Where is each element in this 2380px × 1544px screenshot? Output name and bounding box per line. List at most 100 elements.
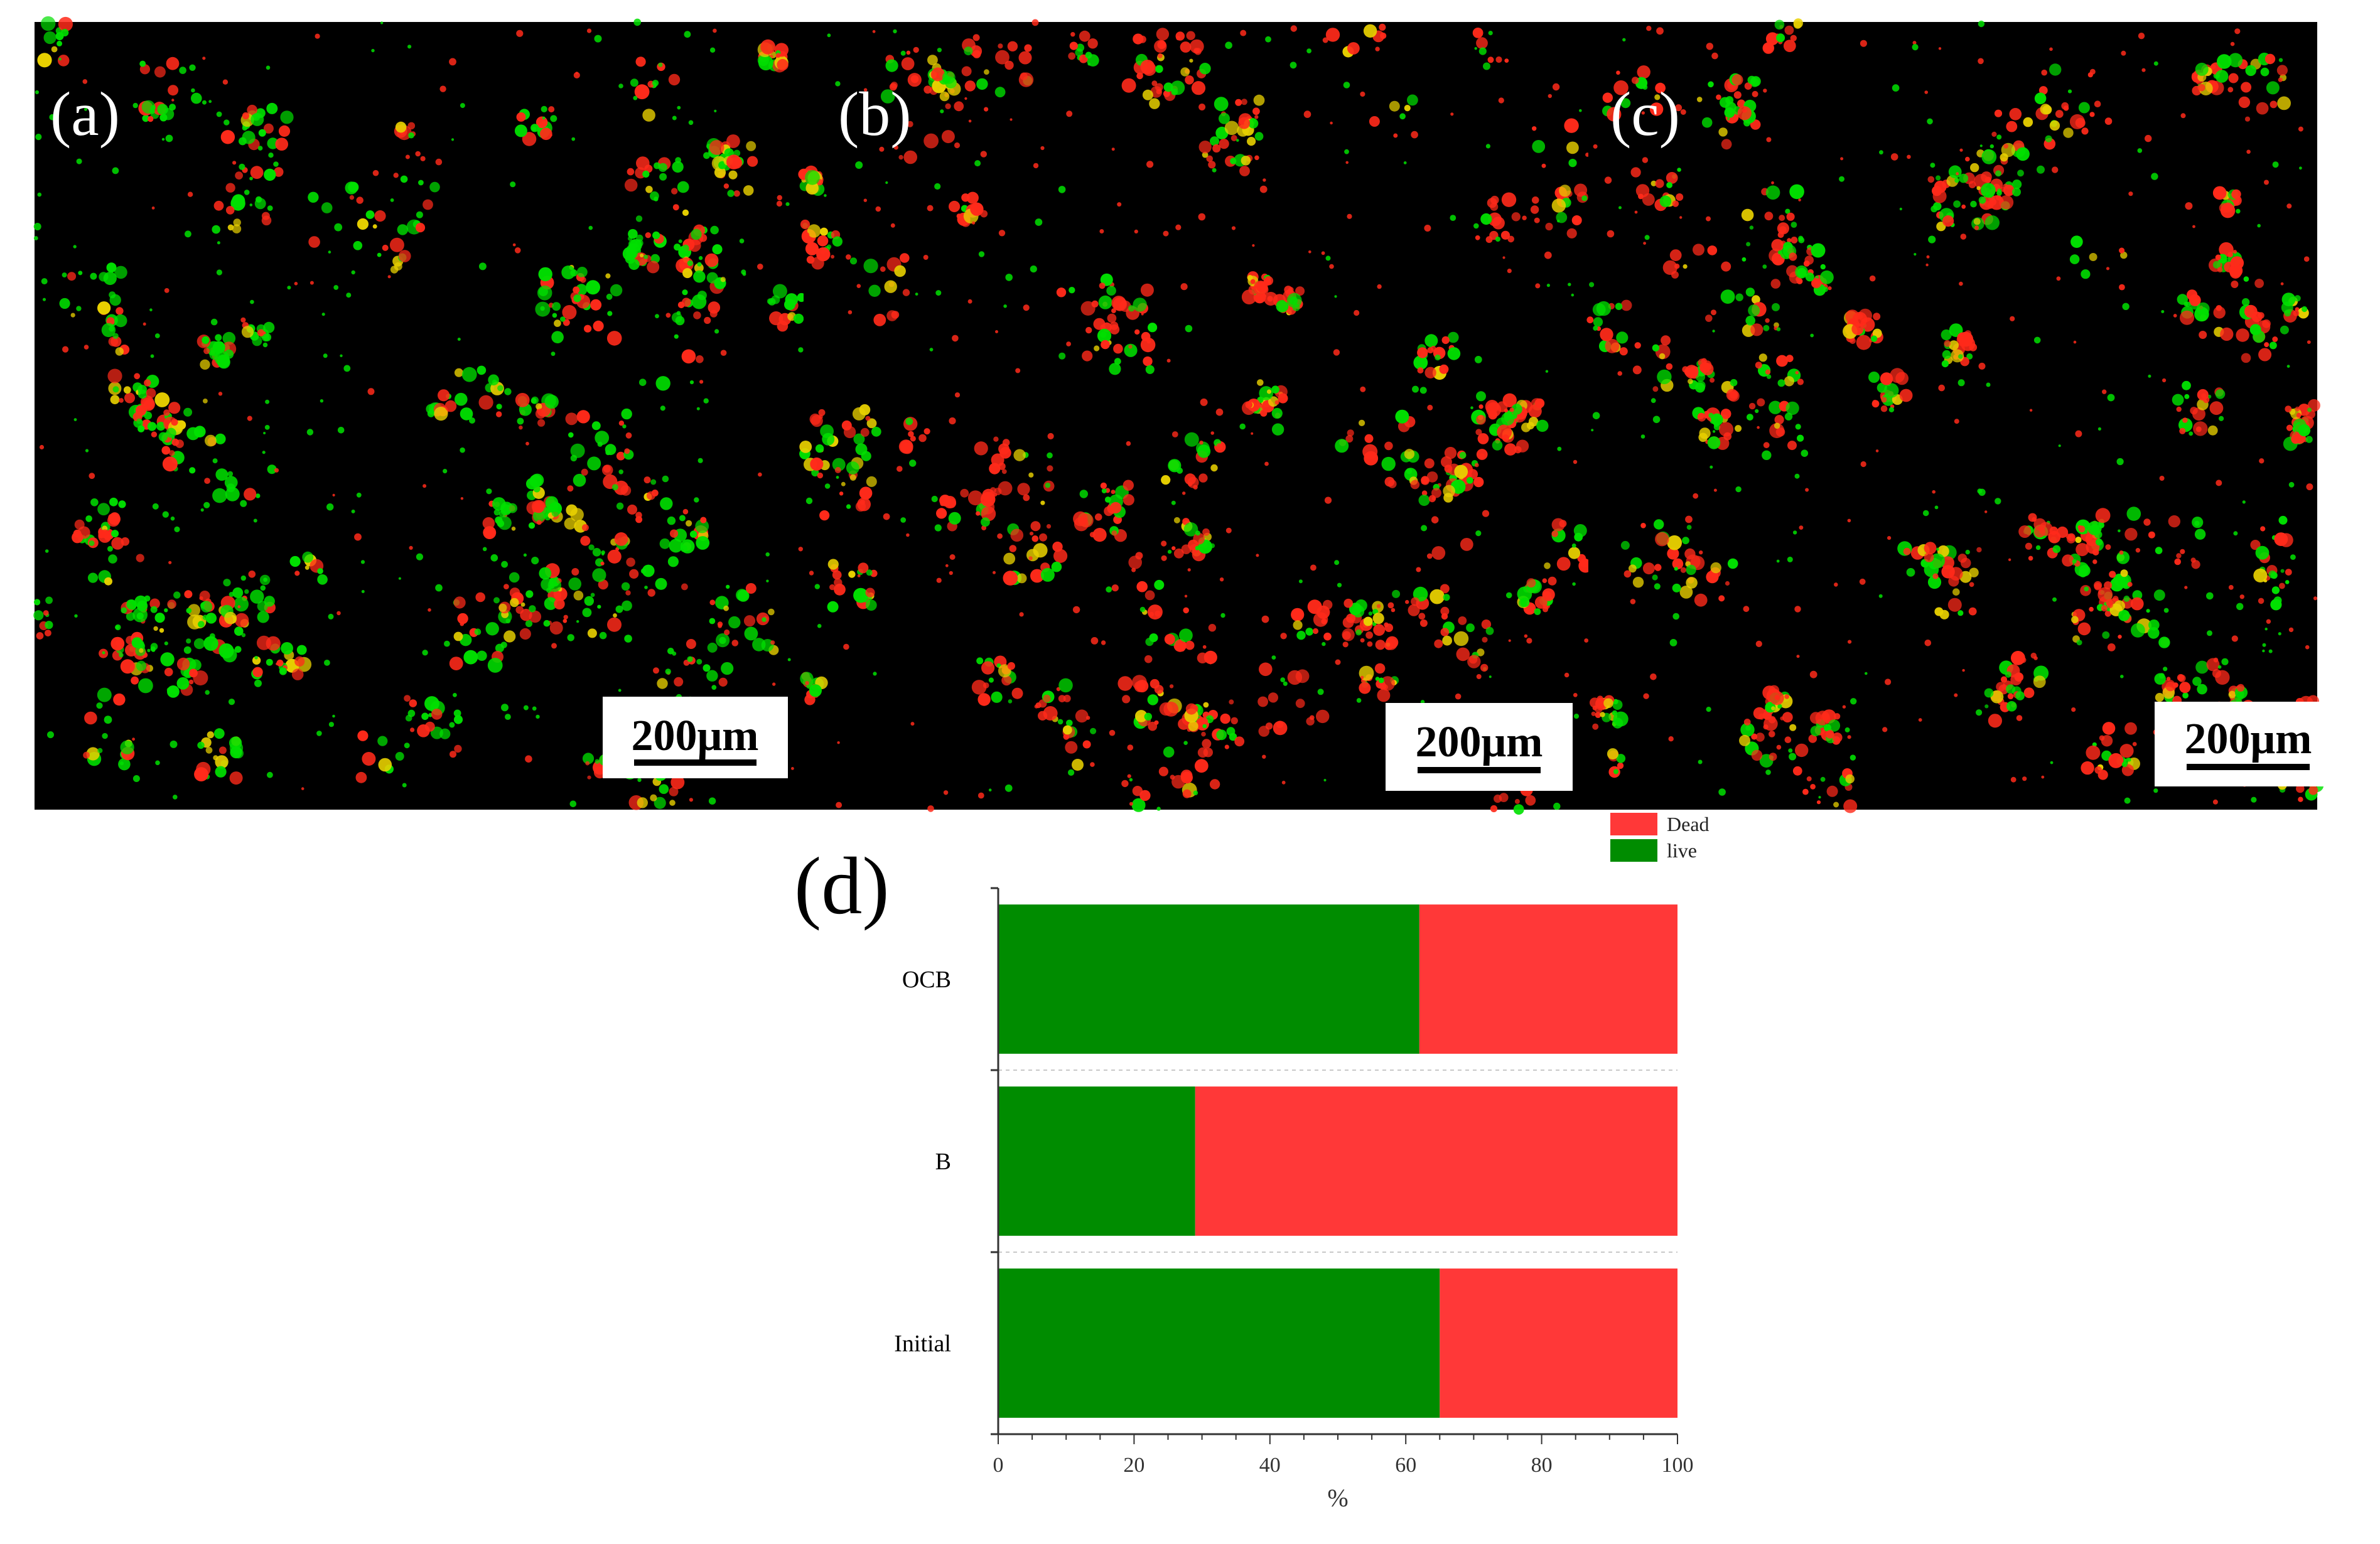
cell-spot xyxy=(1184,432,1199,447)
cell-spot xyxy=(402,783,407,788)
cell-spot xyxy=(1652,386,1659,392)
cell-spot xyxy=(2288,627,2294,633)
cell-spot xyxy=(315,33,320,39)
cell-spot xyxy=(595,759,600,764)
cell-spot xyxy=(1944,340,1951,347)
cell-spot xyxy=(2097,587,2113,603)
cell-spot xyxy=(121,537,130,546)
cell-spot xyxy=(594,35,602,43)
cell-spot xyxy=(1335,659,1341,665)
cell-spot xyxy=(321,313,325,316)
cell-spot xyxy=(1616,331,1629,344)
cell-spot xyxy=(903,150,917,164)
cell-spot xyxy=(310,281,314,285)
cell-spot xyxy=(1276,300,1289,313)
cell-spot xyxy=(2107,394,2115,402)
cell-spot xyxy=(171,99,175,102)
cell-spot xyxy=(607,311,613,316)
cell-spot xyxy=(1430,345,1436,351)
cell-spot xyxy=(123,386,131,394)
cell-spot xyxy=(682,289,688,296)
cell-spot xyxy=(256,493,261,498)
cell-spot xyxy=(1198,141,1212,154)
cell-spot xyxy=(2212,186,2227,200)
bar-live-ocb xyxy=(998,904,1419,1054)
cell-spot xyxy=(215,433,226,444)
cell-spot xyxy=(1395,409,1409,424)
cell-spot xyxy=(260,585,266,591)
cell-spot xyxy=(907,73,922,87)
cell-spot xyxy=(33,223,41,230)
cell-spot xyxy=(1347,429,1354,437)
cell-spot xyxy=(73,418,77,421)
cell-spot xyxy=(800,219,810,230)
cell-spot xyxy=(1043,706,1058,721)
cell-spot xyxy=(2078,102,2090,114)
cell-spot xyxy=(2077,622,2091,636)
cell-spot xyxy=(1552,83,1560,91)
cell-spot xyxy=(860,427,870,437)
cell-spot xyxy=(2104,610,2111,617)
cell-spot xyxy=(168,402,181,414)
cell-spot xyxy=(2182,692,2189,699)
cell-spot xyxy=(998,43,1003,49)
cell-spot xyxy=(1620,98,1631,109)
cell-spot xyxy=(1961,204,1966,209)
cell-spot xyxy=(762,617,767,622)
cell-spot xyxy=(1421,525,1428,532)
cell-spot xyxy=(1035,218,1043,226)
cell-spot xyxy=(263,321,275,333)
cell-spot xyxy=(2070,235,2083,249)
cell-spot xyxy=(2197,389,2209,401)
cell-spot xyxy=(439,728,451,739)
cell-spot xyxy=(1793,20,1802,29)
cell-spot xyxy=(249,203,253,206)
cell-spot xyxy=(2268,649,2273,653)
cell-spot xyxy=(150,354,154,358)
cell-spot xyxy=(1652,344,1660,351)
cell-spot xyxy=(714,109,717,112)
cell-spot xyxy=(200,359,210,370)
cell-spot xyxy=(2236,208,2241,214)
cell-spot xyxy=(1194,759,1209,773)
cell-spot xyxy=(927,805,934,812)
cell-spot xyxy=(616,451,625,461)
cell-spot xyxy=(1934,505,1939,510)
cell-spot xyxy=(1214,97,1229,112)
cell-spot xyxy=(1476,674,1482,679)
cell-spot xyxy=(2050,761,2054,764)
cell-spot xyxy=(865,599,877,611)
cell-spot xyxy=(618,469,623,474)
cell-spot xyxy=(97,748,103,753)
cell-spot xyxy=(1158,766,1168,776)
cell-spot xyxy=(1030,569,1044,583)
cell-spot xyxy=(1643,242,1647,245)
cell-spot xyxy=(1996,190,2002,196)
cell-spot xyxy=(112,386,119,393)
cell-spot xyxy=(509,587,520,598)
cell-spot xyxy=(605,273,611,279)
cell-spot xyxy=(677,181,689,193)
cell-spot xyxy=(523,553,527,557)
cell-spot xyxy=(865,415,871,421)
cell-spot xyxy=(1595,712,1602,718)
cell-spot xyxy=(2106,722,2113,729)
cell-spot xyxy=(1209,662,1212,665)
cell-spot xyxy=(1751,733,1758,740)
cell-spot xyxy=(936,508,947,519)
cell-spot xyxy=(1559,520,1567,528)
cell-spot xyxy=(1163,90,1170,97)
cell-spot xyxy=(2220,327,2234,341)
cell-spot xyxy=(1467,469,1478,480)
cell-spot xyxy=(1208,624,1217,632)
cell-spot xyxy=(1147,694,1159,705)
cell-spot xyxy=(374,210,386,222)
cell-spot xyxy=(1094,345,1100,351)
cell-spot xyxy=(1695,372,1706,382)
cell-spot xyxy=(278,125,291,137)
cell-spot xyxy=(819,227,828,236)
cell-spot xyxy=(1431,516,1439,523)
cell-spot xyxy=(1571,215,1582,225)
cell-spot xyxy=(1820,776,1826,782)
cell-spot xyxy=(2262,649,2265,653)
